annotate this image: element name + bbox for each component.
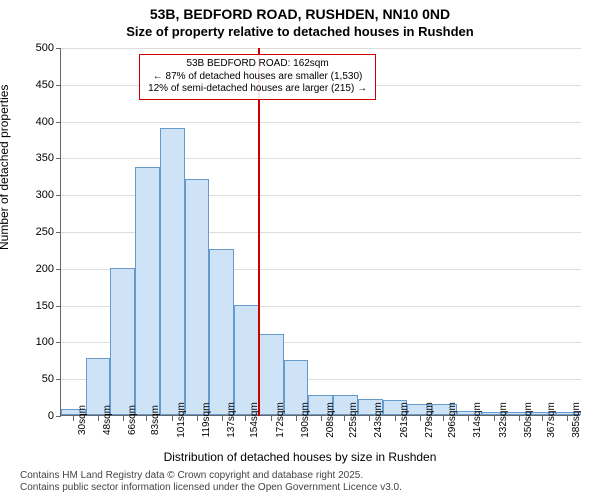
xtick-mark [197, 416, 198, 421]
xtick-label: 101sqm [176, 402, 187, 438]
xtick-label: 314sqm [472, 402, 483, 438]
footnote: Contains HM Land Registry data © Crown c… [20, 470, 402, 494]
xtick-label: 367sqm [546, 402, 557, 438]
annotation-line: 12% of semi-detached houses are larger (… [148, 83, 367, 96]
xtick-label: 385sqm [571, 402, 582, 438]
ytick-mark [56, 158, 61, 159]
histogram-chart: 53B BEDFORD ROAD: 162sqm← 87% of detache… [60, 48, 580, 416]
ytick-label: 400 [14, 116, 54, 128]
ytick-mark [56, 85, 61, 86]
xtick-label: 66sqm [127, 405, 138, 435]
histogram-bar [135, 167, 160, 415]
grid-line [61, 48, 581, 49]
ytick-mark [56, 232, 61, 233]
xtick-mark [369, 416, 370, 421]
xtick-mark [296, 416, 297, 421]
ytick-mark [56, 122, 61, 123]
ytick-label: 50 [14, 373, 54, 385]
title-line-1: 53B, BEDFORD ROAD, RUSHDEN, NN10 0ND [0, 6, 600, 22]
ytick-label: 300 [14, 189, 54, 201]
xtick-label: 296sqm [447, 402, 458, 438]
ytick-label: 250 [14, 226, 54, 238]
title-line-2: Size of property relative to detached ho… [0, 24, 600, 39]
xtick-label: 279sqm [424, 402, 435, 438]
xtick-label: 83sqm [150, 405, 161, 435]
xtick-label: 243sqm [373, 402, 384, 438]
ytick-mark [56, 416, 61, 417]
xtick-label: 30sqm [77, 405, 88, 435]
xtick-mark [245, 416, 246, 421]
grid-line [61, 122, 581, 123]
histogram-bar [160, 128, 185, 415]
xtick-mark [98, 416, 99, 421]
histogram-bar [209, 249, 234, 415]
xtick-label: 137sqm [226, 402, 237, 438]
xtick-label: 119sqm [201, 403, 212, 438]
xtick-mark [321, 416, 322, 421]
ytick-mark [56, 342, 61, 343]
annotation-box: 53B BEDFORD ROAD: 162sqm← 87% of detache… [139, 54, 376, 100]
ytick-label: 350 [14, 152, 54, 164]
xtick-label: 225sqm [348, 402, 359, 438]
xtick-label: 350sqm [523, 402, 534, 438]
xtick-label: 154sqm [249, 402, 260, 438]
xtick-label: 190sqm [300, 402, 311, 438]
ytick-mark [56, 379, 61, 380]
xtick-mark [172, 416, 173, 421]
xtick-mark [222, 416, 223, 421]
xtick-mark [567, 416, 568, 421]
xtick-mark [344, 416, 345, 421]
xtick-mark [420, 416, 421, 421]
xtick-mark [73, 416, 74, 421]
ytick-mark [56, 306, 61, 307]
reference-line [258, 48, 260, 416]
xtick-label: 208sqm [325, 402, 336, 438]
xtick-mark [494, 416, 495, 421]
footnote-line-2: Contains public sector information licen… [20, 482, 402, 493]
plot-area: 53B BEDFORD ROAD: 162sqm← 87% of detache… [60, 48, 580, 416]
xtick-mark [542, 416, 543, 421]
annotation-line: 53B BEDFORD ROAD: 162sqm [148, 58, 367, 71]
xtick-label: 332sqm [498, 402, 509, 438]
ytick-label: 450 [14, 79, 54, 91]
xtick-mark [271, 416, 272, 421]
xtick-mark [146, 416, 147, 421]
ytick-mark [56, 269, 61, 270]
xtick-label: 48sqm [102, 405, 113, 435]
ytick-label: 500 [14, 42, 54, 54]
ytick-label: 0 [14, 410, 54, 422]
ytick-mark [56, 48, 61, 49]
xtick-label: 172sqm [275, 402, 286, 438]
histogram-bar [185, 179, 209, 415]
xtick-mark [395, 416, 396, 421]
histogram-bar [110, 268, 135, 415]
xtick-mark [519, 416, 520, 421]
grid-line [61, 158, 581, 159]
x-axis-label: Distribution of detached houses by size … [0, 450, 600, 464]
chart-container: 53B, BEDFORD ROAD, RUSHDEN, NN10 0ND Siz… [0, 0, 600, 500]
histogram-bar [234, 305, 259, 415]
ytick-label: 150 [14, 300, 54, 312]
xtick-mark [443, 416, 444, 421]
xtick-mark [123, 416, 124, 421]
xtick-mark [468, 416, 469, 421]
ytick-mark [56, 195, 61, 196]
annotation-line: ← 87% of detached houses are smaller (1,… [148, 71, 367, 84]
ytick-label: 100 [14, 336, 54, 348]
xtick-label: 261sqm [399, 402, 410, 438]
footnote-line-1: Contains HM Land Registry data © Crown c… [20, 470, 363, 481]
y-axis-label: Number of detached properties [0, 85, 11, 250]
ytick-label: 200 [14, 263, 54, 275]
